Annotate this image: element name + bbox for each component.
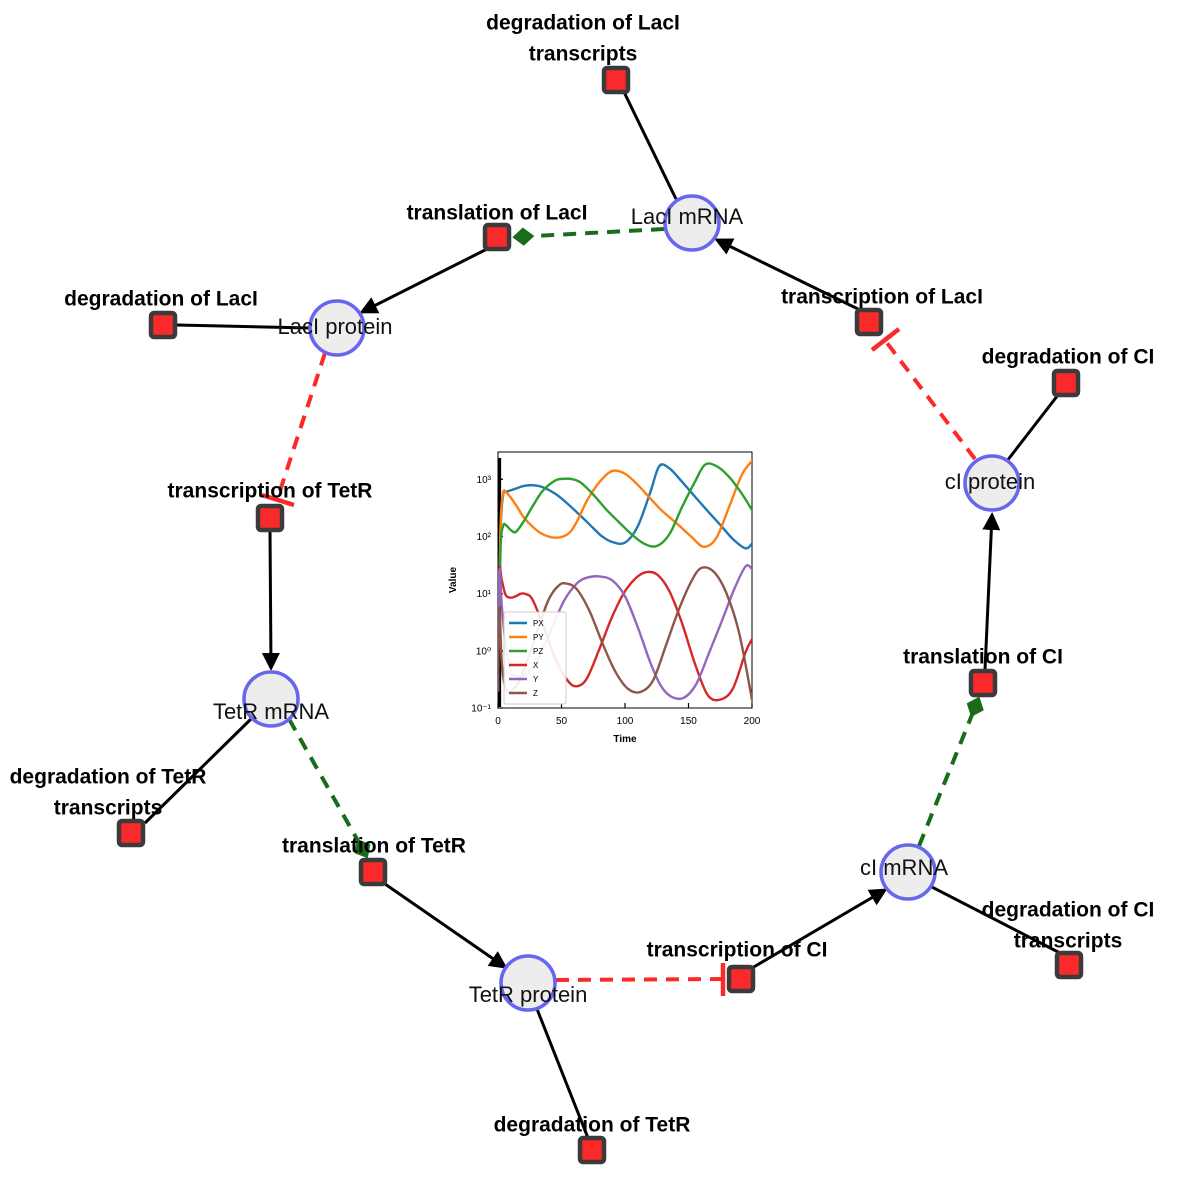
process-labels-layer: degradation of LacI transcripts translat…	[10, 12, 1155, 1137]
edge-laci-protein-to-degradation	[176, 323, 311, 330]
edge-catalysis-translation-ci	[917, 696, 984, 847]
chart-xtick-label: 0	[495, 716, 501, 727]
edge-ci-mrna-to-degradation	[927, 883, 1061, 955]
edge-inhibition-laci-transcription-tetr	[275, 352, 327, 501]
process-node-degradation-laci-transcripts[interactable]	[601, 65, 631, 95]
edge-translation-laci-to-protein	[359, 247, 488, 314]
chart-legend-label-Z: Z	[533, 689, 538, 698]
chart-ytick-label: 10⁰	[476, 646, 491, 657]
process-node-degradation-laci[interactable]	[148, 310, 178, 340]
chart-legend-label-PZ: PZ	[533, 647, 543, 656]
label-transcription-laci: transcription of LacI	[781, 286, 983, 309]
chart-xtick-label: 200	[744, 716, 761, 727]
chart-legend-label-PX: PX	[533, 619, 544, 628]
process-node-translation-laci[interactable]	[482, 222, 512, 252]
chart-legend-label-PY: PY	[533, 633, 544, 642]
edge-translation-tetr-to-protein	[384, 882, 508, 969]
process-node-translation-ci[interactable]	[968, 668, 998, 698]
chart-legend-label-Y: Y	[533, 675, 539, 684]
chart-series-PY	[498, 459, 752, 670]
process-node-transcription-laci[interactable]	[854, 307, 884, 337]
edge-tetr-protein-to-degradation	[535, 1008, 590, 1139]
edge-transcription-laci-to-mrna	[714, 238, 861, 312]
process-node-transcription-ci[interactable]	[726, 964, 756, 994]
label-tetr-mrna: TetR mRNA	[213, 699, 329, 724]
label-degradation-ci-transcripts-l2: transcripts	[1014, 930, 1123, 953]
inset-timeseries-chart: 10⁻¹ 10⁰ 10¹ 10² 10³ 0 50 100 150 200 Time Value PX P…	[440, 440, 770, 752]
chart-series-PX	[498, 463, 752, 670]
label-degradation-ci: degradation of CI	[982, 346, 1155, 369]
edge-translation-ci-to-protein	[982, 512, 1001, 671]
chart-series-PZ	[498, 462, 752, 670]
chart-xtick-label: 50	[556, 716, 568, 727]
label-degradation-laci-transcripts-l2: transcripts	[529, 43, 638, 66]
edge-catalysis-translation-tetr	[287, 718, 371, 859]
label-laci-protein: LacI protein	[278, 314, 393, 339]
chart-legend-label-X: X	[533, 661, 539, 670]
process-node-transcription-tetr[interactable]	[255, 503, 285, 533]
label-laci-mrna: LacI mRNA	[631, 204, 744, 229]
species-node-ci-protein[interactable]	[963, 454, 1021, 512]
label-translation-laci: translation of LacI	[407, 202, 588, 225]
edge-tetr-mrna-to-degradation	[143, 716, 254, 825]
edge-inhibition-ci-transcription-laci	[882, 337, 977, 461]
process-node-translation-tetr[interactable]	[358, 857, 388, 887]
edge-catalysis-translation-laci	[512, 227, 665, 246]
species-node-tetr-mrna[interactable]	[242, 670, 300, 728]
species-node-tetr-protein[interactable]	[499, 954, 557, 1012]
process-node-degradation-ci[interactable]	[1051, 368, 1081, 398]
label-translation-ci: translation of CI	[903, 646, 1063, 669]
label-degradation-laci-transcripts-l1: degradation of LacI	[486, 12, 680, 35]
edge-inhibition-tetr-transcription-ci	[555, 977, 726, 982]
process-node-degradation-tetr[interactable]	[577, 1135, 607, 1165]
label-tetr-protein: TetR protein	[469, 982, 588, 1007]
species-node-laci-protein[interactable]	[308, 299, 366, 357]
label-degradation-tetr-transcripts-l1: degradation of TetR	[10, 766, 207, 789]
chart-svg: 10⁻¹ 10⁰ 10¹ 10² 10³ 0 50 100 150 200 Time Value PX P…	[448, 451, 761, 745]
chart-ytick-label: 10³	[477, 475, 492, 486]
edge-transcription-ci-to-mrna	[751, 888, 888, 970]
label-ci-protein: cI protein	[945, 469, 1036, 494]
species-node-ci-mrna[interactable]	[879, 843, 937, 901]
edge-ci-protein-to-degradation	[1005, 394, 1060, 462]
species-node-laci-mrna[interactable]	[663, 194, 721, 252]
edge-transcription-tetr-to-mrna	[261, 530, 280, 671]
label-translation-tetr: translation of TetR	[282, 835, 466, 858]
edge-laci-mrna-to-degradation	[622, 91, 678, 200]
edges-layer	[143, 91, 1061, 1139]
species-labels-layer: LacI mRNA LacI protein TetR mRNA TetR pr…	[213, 204, 1035, 1007]
chart-yaxis-label: Value	[448, 567, 459, 594]
chart-ytick-label: 10¹	[477, 589, 492, 600]
label-ci-mrna: cI mRNA	[860, 855, 948, 880]
chart-legend-box	[503, 611, 567, 705]
label-degradation-tetr-transcripts-l2: transcripts	[54, 797, 163, 820]
chart-series-X	[498, 565, 752, 702]
chart-xaxis-label: Time	[613, 734, 637, 745]
process-node-degradation-tetr-transcripts[interactable]	[116, 818, 146, 848]
label-degradation-laci: degradation of LacI	[64, 288, 258, 311]
tbar-transcription-laci	[870, 327, 901, 352]
chart-ytick-label: 10²	[477, 532, 492, 543]
chart-xtick-label: 150	[680, 716, 697, 727]
process-nodes-layer	[116, 65, 1084, 1165]
label-degradation-ci-transcripts-l1: degradation of CI	[982, 899, 1155, 922]
chart-ytick-label: 10⁻¹	[471, 704, 491, 715]
chart-xtick-label: 100	[617, 716, 634, 727]
species-nodes-layer	[242, 194, 1021, 1012]
label-degradation-tetr: degradation of TetR	[494, 1114, 691, 1137]
process-node-degradation-ci-transcripts[interactable]	[1054, 950, 1084, 980]
label-transcription-tetr: transcription of TetR	[168, 480, 373, 503]
tbar-transcription-tetr	[261, 492, 295, 508]
label-transcription-ci: transcription of CI	[647, 939, 828, 962]
